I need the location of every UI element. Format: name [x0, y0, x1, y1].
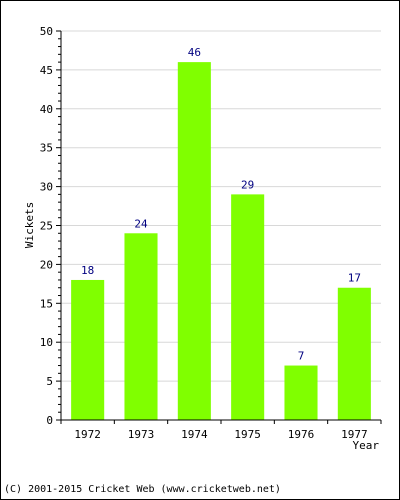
x-axis-ticks: 1972 1973 1974 1975 1976 1977	[60, 420, 382, 441]
bar-1973	[124, 233, 158, 420]
bar-1977	[337, 287, 371, 420]
x-tick-label: 1977	[341, 428, 368, 441]
y-tick-label: 45	[40, 64, 53, 77]
x-tick-label: 1973	[128, 428, 155, 441]
y-tick-label: 25	[40, 220, 53, 233]
bar-1974	[177, 62, 211, 421]
y-tick-label: 40	[40, 103, 53, 116]
data-label-1973: 24	[134, 217, 148, 230]
y-axis-title: Wickets	[23, 202, 36, 248]
y-axis-ticks: 0 5 10 15 20 25 30 35 40 45 50	[40, 25, 61, 427]
grid-lines	[61, 30, 381, 382]
x-tick-label: 1972	[74, 428, 101, 441]
data-labels: 18 24 46 29 7 17	[81, 46, 361, 362]
bars	[71, 62, 371, 421]
y-tick-label: 0	[46, 414, 53, 427]
data-label-1974: 46	[188, 46, 201, 59]
x-tick-label: 1976	[288, 428, 315, 441]
y-tick-label: 5	[46, 375, 53, 388]
x-axis-title: Year	[353, 439, 380, 452]
y-tick-label: 10	[40, 336, 53, 349]
x-tick-label: 1974	[181, 428, 208, 441]
data-label-1976: 7	[298, 350, 305, 363]
y-tick-label: 50	[40, 25, 53, 38]
y-tick-label: 20	[40, 258, 53, 271]
y-tick-label: 35	[40, 142, 53, 155]
y-tick-label: 30	[40, 181, 53, 194]
data-label-1972: 18	[81, 264, 94, 277]
y-tick-label: 15	[40, 297, 53, 310]
data-label-1977: 17	[348, 272, 361, 285]
data-label-1975: 29	[241, 178, 254, 191]
bar-1975	[231, 194, 265, 420]
bar-1976	[284, 365, 318, 420]
x-tick-label: 1975	[234, 428, 261, 441]
bar-1972	[71, 279, 105, 420]
copyright-footer: (C) 2001-2015 Cricket Web (www.cricketwe…	[4, 484, 281, 495]
